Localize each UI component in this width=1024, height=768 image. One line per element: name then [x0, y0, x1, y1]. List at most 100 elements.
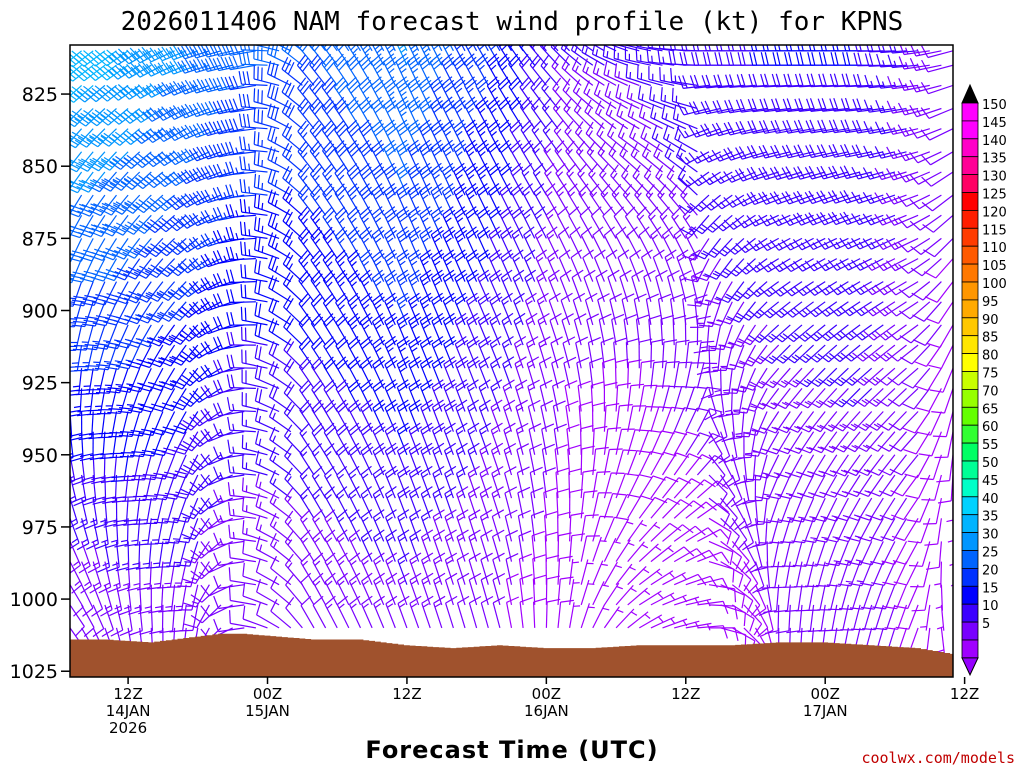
barb-flag [204, 408, 213, 420]
wind-barb [170, 388, 199, 411]
barb-half-flag [479, 174, 486, 180]
barb-flag [74, 626, 85, 637]
barb-flag [189, 46, 197, 59]
barb-flag [420, 486, 433, 495]
barb-flag [410, 45, 417, 50]
barb-flag [255, 516, 261, 530]
barb-staff [358, 85, 373, 109]
barb-staff [433, 603, 443, 629]
barb-half-flag [155, 606, 162, 609]
barb-flag [146, 154, 157, 165]
barb-flag [361, 229, 373, 240]
wind-barb [171, 411, 199, 435]
barb-flag [442, 162, 454, 172]
barb-staff [159, 561, 164, 588]
barb-staff [255, 400, 280, 413]
wind-barb [141, 454, 164, 481]
wind-barb [104, 518, 119, 549]
barb-flag [138, 408, 152, 413]
barb-staff [70, 541, 82, 566]
barb-flag [300, 552, 311, 563]
wind-barb [281, 79, 303, 109]
barb-staff [299, 432, 315, 456]
barb-flag [268, 318, 275, 332]
barb-flag [385, 166, 397, 176]
barb-flag [125, 342, 139, 348]
barb-flag [371, 162, 383, 173]
barb-half-flag [146, 131, 152, 138]
wind-barb [240, 306, 268, 326]
barb-half-flag [192, 49, 197, 56]
barb-staff [312, 538, 327, 562]
wind-barb [254, 387, 280, 413]
barb-flag [282, 186, 290, 199]
barb-half-flag [192, 63, 197, 70]
barb-flag [324, 166, 335, 178]
barb-flag [101, 181, 114, 189]
barb-flag [409, 359, 422, 369]
wind-barb [361, 572, 373, 606]
wind-barb [133, 258, 164, 279]
barb-flag [177, 151, 187, 164]
barb-staff [282, 197, 303, 216]
barb-flag [79, 453, 94, 458]
barb-flag [323, 80, 334, 91]
wind-barb [431, 269, 445, 303]
barb-half-flag [410, 493, 417, 499]
barb-flag [144, 270, 158, 279]
barb-flag [97, 138, 110, 147]
barb-staff [322, 302, 338, 326]
barb-flag [441, 119, 453, 129]
barb-flag [298, 227, 308, 238]
wind-barb [283, 424, 303, 456]
wind-barb [212, 45, 245, 57]
wind-barb [334, 183, 350, 216]
barb-half-flag [287, 519, 293, 526]
barb-flag [284, 125, 293, 138]
barb-flag [324, 209, 335, 221]
wind-barb [431, 356, 445, 389]
barb-half-flag [457, 217, 464, 223]
barb-flag [374, 45, 381, 50]
wind-barb [441, 139, 455, 173]
barb-staff [218, 410, 245, 417]
wind-barb [283, 358, 303, 389]
barb-flag [420, 422, 433, 431]
barb-flag [213, 509, 220, 523]
barb-flag [420, 336, 432, 345]
barb-staff [409, 580, 420, 606]
barb-flag [81, 480, 95, 485]
barb-flag [49, 133, 61, 139]
barb-flag [228, 567, 231, 581]
barb-flag [220, 142, 228, 156]
wind-barb [180, 474, 210, 496]
barb-staff [356, 45, 362, 52]
barb-staff [384, 300, 396, 326]
barb-flag [362, 103, 374, 114]
barb-flag [336, 56, 347, 68]
barb-flag [70, 275, 85, 280]
barb-flag [271, 343, 278, 357]
barb-flag [433, 595, 446, 604]
barb-half-flag [259, 544, 263, 552]
barb-half-flag [456, 87, 463, 93]
barb-flag [49, 52, 60, 60]
wind-barb [84, 344, 106, 371]
barb-flag [408, 100, 421, 110]
barb-flag [70, 303, 84, 307]
wind-barb [299, 509, 315, 542]
barb-flag [224, 57, 231, 70]
wind-barb [379, 45, 385, 52]
barb-flag [397, 166, 410, 176]
barb-flag [258, 346, 262, 360]
barb-flag [431, 100, 443, 110]
barb-half-flag [274, 265, 279, 273]
barb-flag [134, 64, 144, 76]
barb-flag [131, 478, 145, 481]
barb-flag [138, 244, 152, 253]
barb-staff [241, 168, 268, 173]
barb-flag [397, 486, 410, 495]
barb-flag [170, 288, 183, 298]
barb-half-flag [374, 536, 381, 542]
wind-barb [177, 214, 210, 229]
